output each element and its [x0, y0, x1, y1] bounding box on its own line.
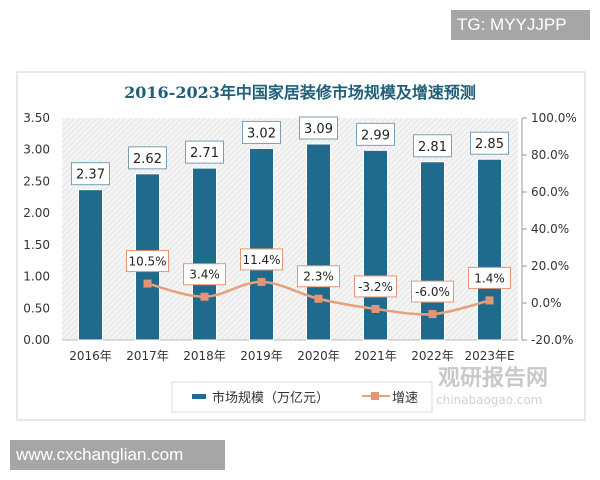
watermark-tg: TG: MYYJJPP [451, 10, 590, 40]
y-right-tick-label: 100.0% [531, 111, 577, 125]
growth-data-label: 2.3% [303, 270, 334, 284]
y-right-tick-label: -20.0% [531, 333, 573, 347]
bar-2019年 [249, 147, 274, 341]
bar-label-box [242, 120, 281, 144]
y-right-tick-label: 0.0% [531, 296, 562, 310]
y-left-tick-label: 2.00 [23, 206, 50, 220]
legend-bar-label: 市场规模（万亿元） [212, 390, 329, 406]
growth-label-box [126, 250, 169, 273]
legend: 市场规模（万亿元） 增速 [171, 381, 433, 413]
growth-label-box [411, 280, 454, 303]
chart-title: 2016-2023年中国家居装修市场规模及增速预测 [124, 83, 476, 102]
bar-data-label: 2.37 [76, 168, 105, 183]
y-right-tick-label: 20.0% [531, 259, 569, 273]
x-tick-label: 2022年 [411, 349, 454, 363]
growth-data-label: 11.4% [242, 253, 280, 267]
x-tick-label: 2017年 [126, 349, 169, 363]
x-tick-label: 2020年 [297, 349, 340, 363]
growth-data-label: -3.2% [358, 280, 393, 294]
bar-data-label: 2.62 [133, 152, 162, 167]
bar-2018年 [192, 167, 217, 341]
x-tick-label: 2023年E [464, 349, 514, 363]
x-tick-label: 2019年 [240, 349, 283, 363]
growth-data-label: 1.4% [474, 271, 505, 285]
watermark-logo: 观研报告网 chinabaogao.com [436, 366, 548, 407]
bar-data-label: 3.09 [304, 122, 333, 137]
y-left-tick-label: 1.50 [23, 238, 50, 252]
bar-2020年 [306, 143, 331, 341]
y-right-tick-label: 80.0% [531, 148, 569, 162]
x-tick-label: 2016年 [69, 349, 112, 363]
x-tick-label: 2021年 [354, 349, 397, 363]
bar-label-box [128, 146, 167, 170]
y-left-tick-label: 0.50 [23, 301, 50, 315]
growth-label-box [468, 266, 511, 289]
legend-line-label: 增速 [392, 391, 418, 406]
growth-data-label: 3.4% [189, 268, 220, 282]
bar-data-label: 2.81 [418, 140, 447, 155]
bar-data-label: 2.71 [190, 146, 219, 161]
y-left-tick-label: 2.50 [23, 174, 50, 188]
x-tick-label: 2018年 [183, 349, 226, 363]
svg-text:chinabaogao.com: chinabaogao.com [436, 393, 542, 407]
growth-marker [200, 292, 209, 301]
bar-label-box [356, 122, 395, 146]
bar-data-label: 2.99 [361, 128, 390, 143]
y-right-tick-label: 40.0% [531, 222, 569, 236]
bar-label-box [299, 116, 338, 140]
growth-marker [143, 279, 152, 288]
y-left-tick-label: 1.00 [23, 270, 50, 284]
growth-marker [314, 294, 323, 303]
growth-marker [257, 277, 266, 286]
legend-line-marker [371, 392, 379, 400]
growth-label-box [240, 248, 283, 271]
bar-label-box [470, 131, 509, 155]
bar-label-box [413, 134, 452, 158]
growth-data-label: -6.0% [415, 285, 450, 299]
bar-data-label: 2.85 [475, 137, 504, 152]
bar-label-box [185, 140, 224, 164]
growth-marker [371, 304, 380, 313]
watermark-site: www.cxchanglian.com [10, 440, 225, 470]
bar-2016年 [78, 189, 103, 341]
growth-data-label: 10.5% [128, 255, 166, 269]
growth-label-box [297, 265, 340, 288]
y-left-tick-label: 3.50 [23, 111, 50, 125]
growth-label-box [183, 263, 226, 286]
growth-marker [485, 296, 494, 305]
growth-marker [428, 310, 437, 319]
bar-label-box [71, 162, 110, 186]
y-left-tick-label: 0.00 [23, 333, 50, 347]
svg-text:观研报告网: 观研报告网 [438, 366, 548, 391]
y-left-tick-label: 3.00 [23, 143, 50, 157]
growth-label-box [354, 275, 397, 298]
legend-bar-swatch [192, 394, 206, 399]
y-right-tick-label: 60.0% [531, 185, 569, 199]
bar-2023年E [477, 158, 502, 341]
bar-data-label: 3.02 [247, 126, 276, 141]
